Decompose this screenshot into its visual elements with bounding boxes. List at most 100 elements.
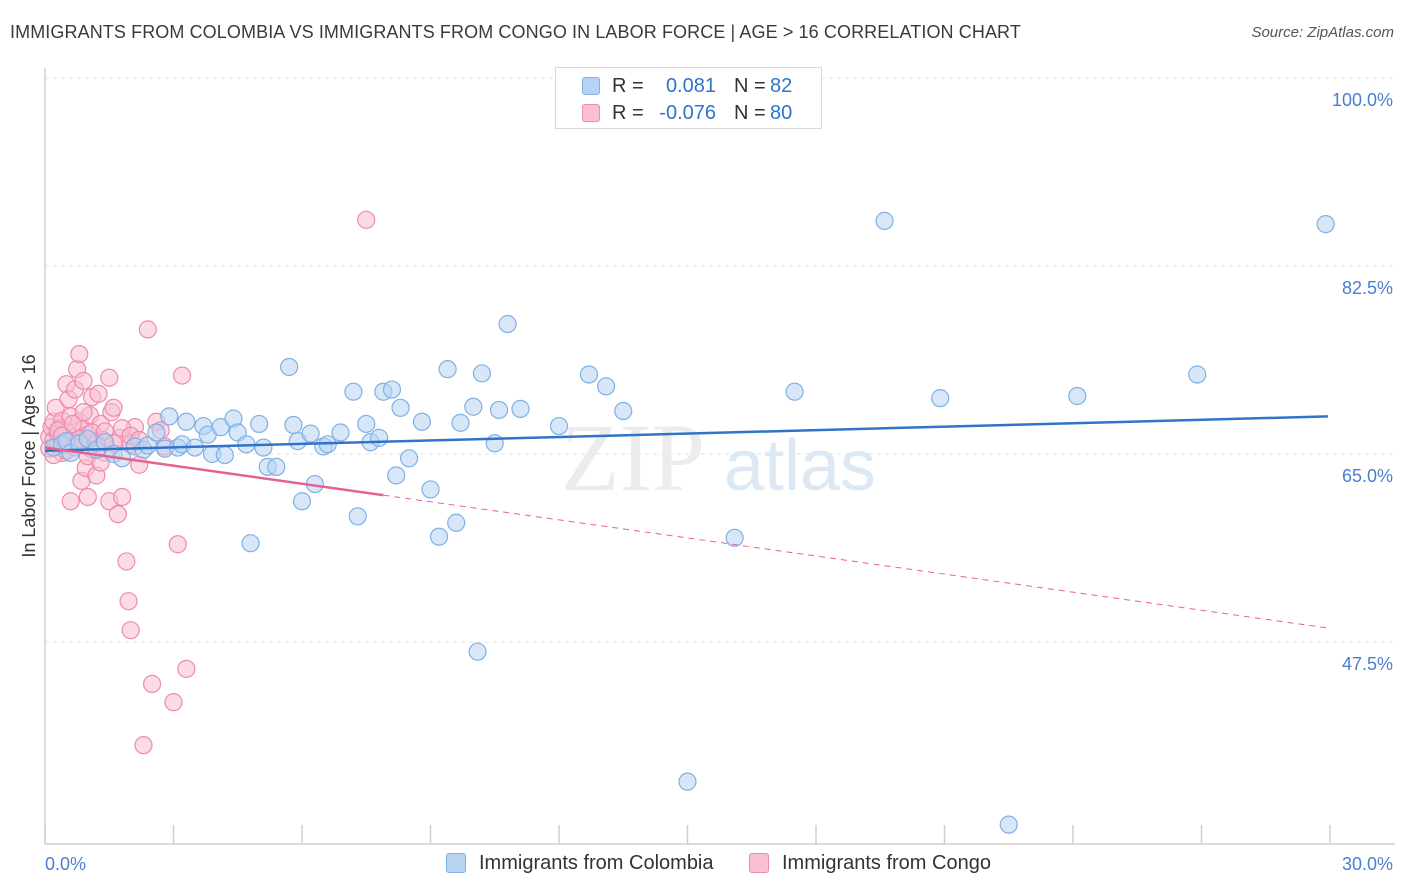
colombia-point (241, 534, 260, 553)
congo-swatch (582, 104, 600, 122)
colombia-point (451, 413, 470, 432)
congo-point (89, 384, 108, 403)
colombia-point (485, 434, 504, 453)
y-tick-label: 47.5% (1342, 654, 1393, 674)
n-label: N = (734, 75, 766, 97)
colombia-point (511, 399, 530, 418)
n-value: 82 (770, 75, 793, 97)
colombia-point (785, 382, 804, 401)
colombia-point (468, 642, 487, 661)
y-tick-label: 100.0% (1332, 90, 1393, 110)
colombia-legend-swatch (446, 853, 466, 873)
colombia-point (387, 466, 406, 485)
stats-row-congo: R = -0.076 N = 80 (556, 101, 821, 127)
congo-point (164, 693, 183, 712)
congo-point (104, 398, 123, 417)
congo-point (172, 366, 192, 385)
colombia-point (597, 377, 616, 396)
congo-points (40, 210, 376, 755)
r-value: 0.081 (665, 75, 716, 97)
trend-lines (44, 415, 1328, 629)
colombia-point (725, 528, 744, 547)
colombia-point (489, 400, 509, 420)
y-axis-label: In Labor Force | Age > 16 (19, 354, 39, 557)
colombia-point (1068, 386, 1087, 406)
colombia-point (472, 364, 491, 383)
r-label: R = (612, 75, 644, 97)
congo-trend-extension (383, 494, 1328, 629)
y-tick-label: 65.0% (1342, 466, 1393, 486)
colombia-point (138, 436, 157, 455)
colombia-point (215, 445, 234, 465)
n-label: N = (734, 102, 766, 124)
congo-point (112, 487, 132, 507)
source-label: Source: ZipAtlas.com (1251, 24, 1394, 41)
congo-point (70, 344, 89, 364)
colombia-point (344, 382, 363, 401)
congo-trend-line (44, 446, 384, 497)
congo-point (108, 505, 127, 524)
congo-point (100, 368, 119, 387)
congo-point (121, 621, 140, 640)
congo-point (74, 371, 93, 391)
colombia-point (931, 389, 950, 408)
tick-labels: 47.5% 65.0% 82.5% 100.0% 0.0% 30.0% (45, 90, 1393, 874)
colombia-point (447, 513, 466, 532)
grid-lines (45, 77, 1395, 643)
colombia-point (614, 401, 633, 421)
colombia-point (579, 365, 599, 384)
n-value: 80 (770, 102, 793, 124)
series-legend: Immigrants from Colombia Immigrants from… (0, 851, 1406, 879)
stats-legend: R = 0.081 N = 82 R = -0.076 N = 80 (555, 67, 822, 129)
colombia-point (370, 428, 389, 447)
watermark-atlas: atlas (724, 426, 876, 506)
colombia-point (160, 407, 179, 426)
colombia-point (412, 412, 432, 431)
congo-point (117, 552, 136, 571)
congo-point (357, 210, 376, 229)
congo-point (138, 320, 157, 339)
watermark: ZIP atlas (561, 404, 876, 511)
congo-point (119, 592, 138, 611)
y-tick-label: 82.5% (1342, 278, 1393, 298)
colombia-point (177, 412, 196, 431)
legend-label: Immigrants from Congo (782, 852, 991, 874)
colombia-point (284, 415, 303, 435)
colombia-point (357, 414, 376, 434)
colombia-swatch (582, 77, 600, 95)
congo-legend-swatch (749, 853, 769, 873)
colombia-point (678, 772, 697, 791)
colombia-point (280, 357, 299, 377)
colombia-point (999, 815, 1018, 834)
colombia-point (267, 457, 286, 476)
r-label: R = (612, 102, 644, 124)
colombia-point (348, 507, 367, 526)
colombia-point (1316, 215, 1335, 234)
axes (44, 68, 1395, 845)
colombia-point (464, 397, 483, 416)
colombia-point (301, 424, 320, 443)
r-value: -0.076 (659, 102, 716, 124)
colombia-point (250, 414, 269, 434)
chart-title: IMMIGRANTS FROM COLOMBIA VS IMMIGRANTS F… (10, 22, 1021, 42)
watermark-zip: ZIP (561, 404, 705, 511)
x-tick-label: 0.0% (45, 854, 86, 874)
x-tick-label: 30.0% (1342, 854, 1393, 874)
congo-point (78, 487, 97, 507)
congo-point (134, 736, 153, 755)
colombia-point (421, 480, 440, 499)
colombia-point (254, 438, 273, 457)
congo-point (142, 674, 162, 693)
colombia-point (331, 423, 350, 442)
stats-row-colombia: R = 0.081 N = 82 (556, 74, 821, 100)
colombia-point (211, 418, 230, 437)
congo-point (61, 492, 80, 511)
colombia-point (391, 398, 410, 417)
colombia-trend-line (44, 415, 1328, 453)
colombia-point (438, 360, 457, 379)
congo-point (168, 535, 187, 554)
colombia-point (147, 423, 166, 442)
congo-point (177, 659, 196, 678)
congo-point (63, 414, 82, 434)
